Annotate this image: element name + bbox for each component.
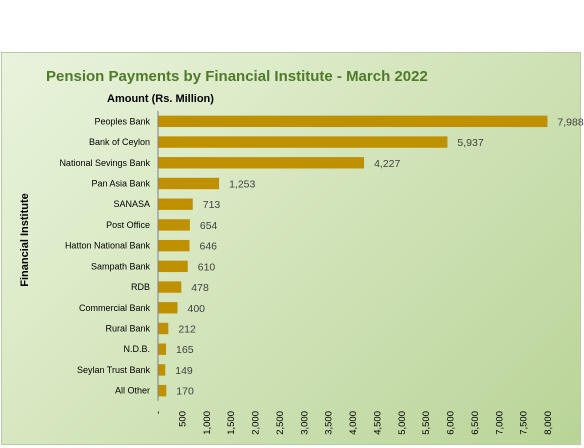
value-label-13: 170 (176, 386, 194, 398)
category-label-1: Bank of Ceylon (89, 137, 150, 147)
value-label-8: 478 (191, 282, 209, 294)
bar-5 (158, 219, 190, 231)
bar-8 (158, 281, 182, 293)
tick-label-9: 4,500 (372, 411, 383, 435)
value-label-5: 654 (200, 220, 218, 232)
value-label-1: 5,937 (457, 137, 483, 149)
value-axis-title: Amount (Rs. Million) (107, 93, 214, 105)
category-label-0: Peoples Bank (94, 116, 150, 126)
bar-6 (158, 239, 190, 252)
tick-label-7: 3,500 (324, 411, 335, 435)
tick-label-12: 6,000 (446, 411, 457, 435)
category-label-8: RDB (131, 282, 150, 292)
tick-label-15: 7,500 (519, 411, 530, 435)
tick-label-5: 2,500 (275, 411, 286, 435)
value-label-0: 7,988 (557, 116, 583, 128)
category-label-12: Seylan Trust Bank (77, 365, 151, 375)
category-label-3: Pan Asia Bank (91, 179, 150, 189)
value-label-6: 646 (199, 241, 217, 253)
tick-label-6: 3,000 (299, 411, 310, 435)
bar-1 (158, 136, 448, 148)
value-label-11: 165 (176, 344, 194, 356)
value-label-2: 4,227 (374, 158, 400, 170)
bar-10 (158, 322, 169, 335)
category-label-13: All Other (115, 386, 150, 396)
value-label-9: 400 (188, 303, 206, 315)
category-label-5: Post Office (106, 220, 150, 230)
category-label-9: Commercial Bank (79, 303, 151, 313)
category-label-2: National Sevings Bank (59, 158, 150, 168)
value-label-12: 149 (175, 365, 193, 377)
category-axis-title: Financial Institute (19, 193, 31, 287)
bar-9 (158, 302, 178, 314)
category-label-7: Sampath Bank (91, 261, 151, 271)
tick-label-13: 6,500 (470, 411, 481, 435)
bar-3 (158, 177, 220, 190)
value-label-4: 713 (203, 199, 221, 211)
tick-label-1: 500 (177, 411, 188, 427)
value-label-7: 610 (198, 261, 216, 273)
bar-12 (158, 364, 166, 376)
bar-7 (158, 260, 188, 273)
value-label-10: 212 (178, 324, 196, 336)
tick-label-11: 5,500 (421, 411, 432, 435)
category-label-4: SANASA (113, 199, 150, 209)
bar-2 (158, 157, 365, 169)
category-label-10: Rural Bank (105, 324, 150, 334)
bar-13 (158, 384, 167, 397)
tick-label-14: 7,000 (494, 411, 505, 435)
chart-title: Pension Payments by Financial Institute … (46, 68, 428, 85)
tick-label-2: 1,000 (202, 411, 213, 435)
category-label-11: N.D.B. (123, 344, 150, 354)
tick-label-10: 5,000 (397, 411, 408, 435)
tick-label-3: 1,500 (226, 411, 237, 435)
tick-label-4: 2,000 (251, 411, 262, 435)
bar-4 (158, 198, 193, 210)
tick-label-16: 8,000 (543, 411, 554, 435)
tick-label-0: - (153, 411, 164, 414)
bar-11 (158, 343, 167, 355)
value-label-3: 1,253 (229, 179, 255, 191)
bar-0 (158, 115, 548, 128)
category-label-6: Hatton National Bank (65, 241, 151, 251)
plot-area: Peoples Bank 7,988 Bank of Ceylon 5,937 Nati… (59, 111, 584, 435)
tick-label-8: 4,000 (348, 411, 359, 435)
